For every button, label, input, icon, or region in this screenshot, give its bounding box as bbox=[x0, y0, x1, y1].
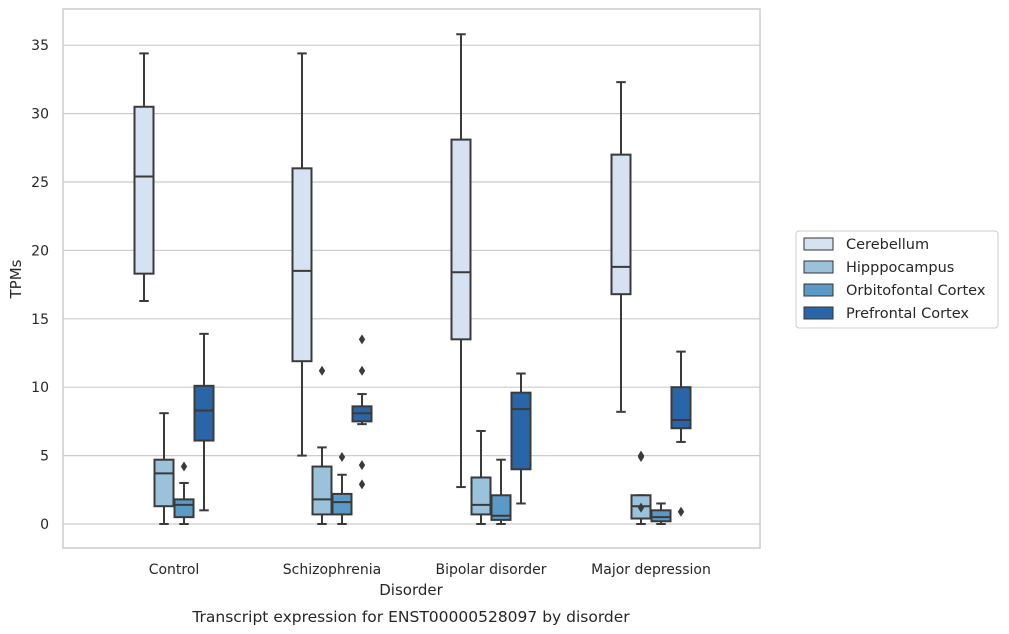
box bbox=[470, 476, 492, 516]
legend-label: Orbitofontal Cortex bbox=[846, 283, 986, 299]
y-tick-label: 5 bbox=[40, 449, 49, 465]
legend-swatch bbox=[803, 237, 834, 251]
boxplot bbox=[630, 450, 652, 525]
boxplot bbox=[291, 52, 313, 457]
outlier-point bbox=[358, 479, 366, 490]
box bbox=[133, 105, 155, 275]
boxplot bbox=[450, 33, 472, 489]
x-axis-label: Disorder bbox=[379, 581, 443, 599]
outlier-point bbox=[677, 506, 685, 517]
boxplot bbox=[193, 332, 215, 512]
box bbox=[610, 153, 632, 296]
x-tick-label: Major depression bbox=[591, 562, 711, 578]
outlier-point bbox=[637, 502, 645, 513]
outlier-point bbox=[180, 461, 188, 472]
boxplot bbox=[490, 458, 512, 525]
x-tick-label: Schizophrenia bbox=[283, 562, 381, 578]
outlier-point bbox=[358, 334, 366, 345]
boxplot bbox=[311, 365, 333, 525]
boxplots bbox=[133, 33, 692, 525]
x-tick-labels: Control Schizophrenia Bipolar disorder Majo… bbox=[149, 562, 711, 578]
boxplot bbox=[470, 429, 492, 525]
box bbox=[331, 492, 353, 516]
gridlines bbox=[63, 44, 760, 525]
outlier-point bbox=[358, 365, 366, 376]
outlier-point bbox=[338, 451, 346, 462]
y-tick-label: 35 bbox=[31, 38, 49, 54]
legend-swatch bbox=[803, 283, 834, 297]
y-tick-label: 20 bbox=[31, 243, 49, 259]
boxplot bbox=[510, 372, 532, 505]
outlier-point bbox=[318, 365, 326, 376]
boxplot bbox=[351, 334, 373, 490]
box bbox=[650, 509, 672, 523]
box bbox=[311, 465, 333, 516]
y-tick-labels: 0 5 10 15 20 25 30 35 bbox=[31, 38, 49, 533]
x-tick-label: Control bbox=[149, 562, 200, 578]
legend-label: Hipppocampus bbox=[846, 260, 954, 276]
box bbox=[490, 494, 512, 521]
box bbox=[510, 391, 532, 471]
outlier-point bbox=[358, 460, 366, 471]
box bbox=[173, 498, 195, 519]
legend: Cerebellum Hipppocampus Orbitofontal Corte… bbox=[795, 230, 999, 329]
boxplot bbox=[133, 52, 155, 303]
box bbox=[670, 386, 692, 430]
legend-label: Prefrontal Cortex bbox=[846, 306, 969, 322]
box bbox=[193, 384, 215, 442]
x-tick-label: Bipolar disorder bbox=[435, 562, 546, 578]
y-tick-label: 25 bbox=[31, 175, 49, 191]
chart-caption: Transcript expression for ENST0000052809… bbox=[191, 608, 630, 626]
box bbox=[153, 458, 175, 508]
y-axis-label: TPMs bbox=[7, 259, 25, 299]
y-tick-label: 15 bbox=[31, 312, 49, 328]
plot-area-frame bbox=[62, 8, 761, 549]
boxplot bbox=[650, 502, 672, 525]
boxplot bbox=[153, 412, 175, 525]
box bbox=[450, 138, 472, 341]
boxplot bbox=[670, 350, 692, 517]
y-tick-label: 10 bbox=[31, 380, 49, 396]
legend-swatch bbox=[803, 260, 834, 274]
legend-label: Cerebellum bbox=[846, 237, 929, 253]
outlier-point bbox=[637, 450, 645, 461]
boxplot bbox=[173, 461, 195, 525]
boxplot bbox=[331, 451, 353, 525]
y-tick-label: 0 bbox=[40, 517, 49, 533]
legend-frame bbox=[795, 230, 999, 329]
legend-swatch bbox=[803, 306, 834, 320]
y-tick-label: 30 bbox=[31, 107, 49, 123]
boxplot bbox=[610, 81, 632, 413]
box bbox=[291, 167, 313, 363]
